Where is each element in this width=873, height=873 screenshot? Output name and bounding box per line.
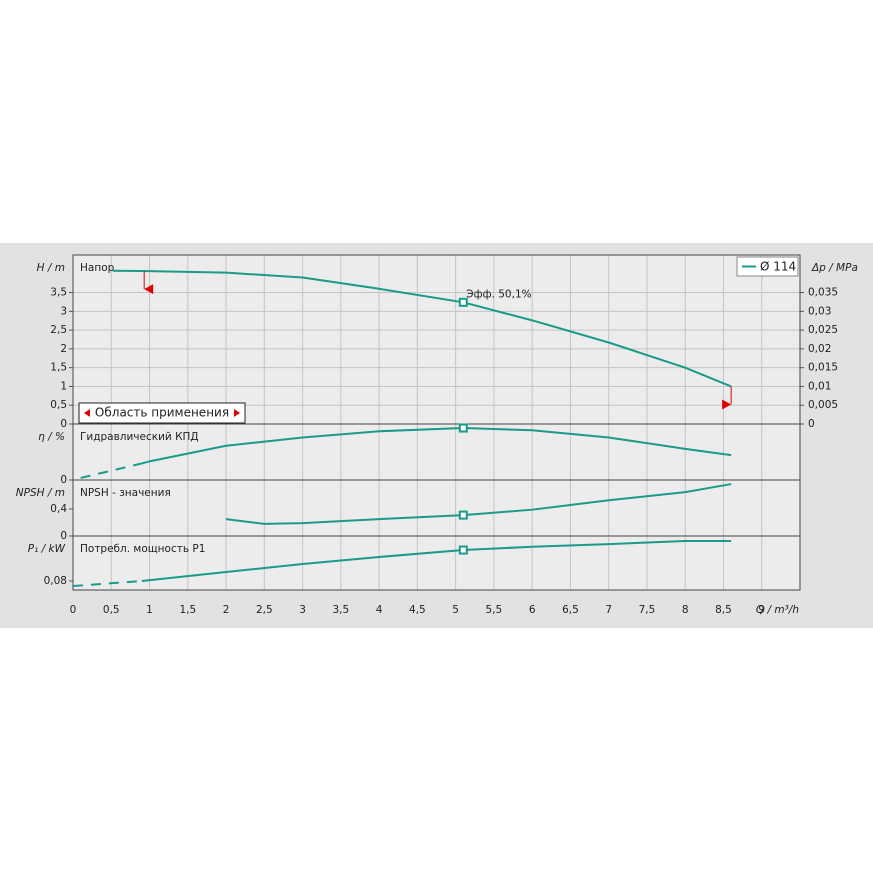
x-tick-label: 6,5 — [562, 604, 579, 616]
y-axis-label: η / % — [38, 431, 65, 443]
y2-axis-label: Δp / MPa — [811, 262, 858, 274]
x-tick-label: 8,5 — [715, 604, 732, 616]
duty-point — [458, 297, 468, 307]
panel-frame — [72, 535, 801, 591]
y-tick-label: 1 — [60, 380, 67, 392]
x-tick-label: 1 — [146, 604, 153, 616]
y-tick-label: 0 — [60, 418, 67, 430]
y2-tick-label: 0 — [808, 418, 815, 430]
x-tick-label: 5 — [452, 604, 459, 616]
y2-tick-label: 0,02 — [808, 343, 831, 355]
x-tick-label: 3,5 — [332, 604, 349, 616]
range-label: Область применения — [95, 406, 229, 420]
range-box-arrow — [84, 409, 90, 417]
legend-box — [736, 256, 799, 277]
duty-point — [458, 510, 468, 520]
x-tick-label: 1,5 — [179, 604, 196, 616]
range-arrow — [722, 399, 732, 410]
curve — [72, 580, 142, 588]
range-box — [78, 402, 246, 424]
y-axis-label: P₁ / kW — [28, 543, 66, 555]
y-tick-label: 3,5 — [50, 287, 67, 299]
y-tick-label: 2,5 — [50, 324, 67, 336]
x-tick-label: 4 — [376, 604, 383, 616]
y2-tick-label: 0,015 — [808, 362, 838, 374]
x-tick-label: 2,5 — [256, 604, 273, 616]
y-tick-label: 2 — [60, 343, 67, 355]
panel-title: NPSH - значения — [80, 487, 171, 499]
y-tick-label: 0,08 — [44, 575, 67, 587]
y2-tick-label: 0,035 — [808, 287, 838, 299]
range-arrow — [144, 284, 154, 295]
y-tick-label: 3 — [60, 305, 67, 317]
x-tick-label: 9 — [758, 604, 765, 616]
annotation: Эфф. 50,1% — [466, 288, 531, 300]
x-axis-label: Q / m³/h — [756, 604, 799, 616]
y2-tick-label: 0,025 — [808, 324, 838, 336]
x-tick-label: 7 — [605, 604, 612, 616]
curve — [141, 427, 732, 465]
y-tick-label: 0 — [60, 474, 67, 486]
x-tick-label: 0,5 — [103, 604, 120, 616]
curve — [112, 269, 732, 388]
panel-title: Гидравлический КПД — [80, 431, 199, 443]
y-axis-label: NPSH / m — [16, 487, 65, 499]
x-tick-label: 6 — [529, 604, 536, 616]
x-tick-label: 0 — [70, 604, 77, 616]
panel-title: Напор — [80, 262, 115, 274]
x-tick-label: 5,5 — [486, 604, 503, 616]
y-tick-label: 0,5 — [50, 399, 67, 411]
y2-tick-label: 0,005 — [808, 399, 838, 411]
y2-tick-label: 0,03 — [808, 305, 831, 317]
y-tick-label: 0,4 — [50, 503, 67, 515]
range-box-arrow — [234, 409, 240, 417]
y-tick-label: 1,5 — [50, 362, 67, 374]
legend-label: Ø 114 — [760, 260, 796, 274]
duty-point — [458, 545, 468, 555]
x-tick-label: 7,5 — [639, 604, 656, 616]
y-axis-label: H / m — [37, 262, 65, 274]
x-tick-label: 8 — [682, 604, 689, 616]
x-tick-label: 2 — [223, 604, 230, 616]
y2-tick-label: 0,01 — [808, 380, 831, 392]
x-tick-label: 3 — [299, 604, 306, 616]
panel-title: Потребл. мощность P1 — [80, 543, 205, 555]
duty-point — [458, 423, 468, 433]
x-tick-label: 4,5 — [409, 604, 426, 616]
y-tick-label: 0 — [60, 530, 67, 542]
